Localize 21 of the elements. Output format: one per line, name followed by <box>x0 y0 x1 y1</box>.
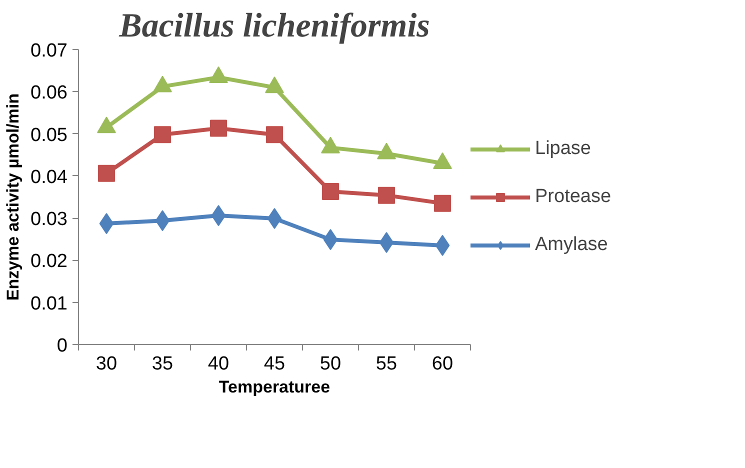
x-axis-title: Temperaturee <box>218 378 330 396</box>
legend-label: Lipase <box>535 138 591 160</box>
y-tick-label: 0.03 <box>30 209 68 230</box>
x-tick-label: 45 <box>264 354 286 374</box>
x-tick-label: 55 <box>376 354 398 374</box>
y-tick-label: 0.06 <box>30 82 68 104</box>
y-tick-label: 0.04 <box>30 166 68 188</box>
x-tick-label: 30 <box>96 354 118 374</box>
legend-label: Amylase <box>535 234 608 256</box>
x-tick-label: 35 <box>152 354 174 374</box>
y-tick-label: 0.02 <box>30 251 68 272</box>
y-axis-title: Enzyme activity µmol/min <box>4 93 23 301</box>
x-tick-label: 50 <box>320 354 342 374</box>
chart-title: Bacillus licheniformis <box>118 8 430 44</box>
y-tick-label: 0.01 <box>30 293 68 314</box>
x-tick-label: 40 <box>208 354 230 374</box>
x-tick-label: 60 <box>432 354 454 374</box>
y-tick-label: 0 <box>56 336 68 356</box>
legend-label: Protease <box>535 186 612 208</box>
y-tick-label: 0.05 <box>30 124 68 146</box>
y-tick-label: 0.07 <box>30 40 68 62</box>
